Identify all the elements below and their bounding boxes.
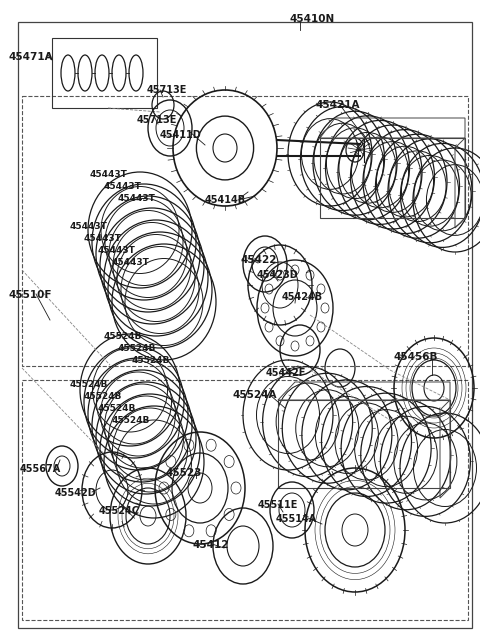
Text: 45524B: 45524B	[132, 356, 170, 365]
Text: 45471A: 45471A	[8, 52, 53, 62]
Text: 45524B: 45524B	[104, 332, 143, 341]
Text: 45443T: 45443T	[112, 258, 150, 267]
Text: 45524B: 45524B	[112, 416, 150, 425]
Text: 45443T: 45443T	[84, 234, 122, 243]
Text: 45514A: 45514A	[276, 514, 317, 524]
Text: 45422: 45422	[240, 255, 276, 265]
Text: 45443T: 45443T	[104, 182, 142, 191]
Text: 45456B: 45456B	[393, 352, 437, 362]
Text: 45443T: 45443T	[98, 246, 136, 255]
Text: 45443T: 45443T	[70, 222, 108, 231]
Text: 45421A: 45421A	[315, 100, 360, 110]
Bar	[22, 96, 468, 366]
Text: 45524B: 45524B	[118, 344, 156, 353]
Text: 45442F: 45442F	[266, 368, 306, 378]
Text: 45410N: 45410N	[290, 14, 335, 24]
Text: 45411D: 45411D	[160, 130, 202, 140]
Text: 45412: 45412	[192, 540, 228, 550]
Text: 45567A: 45567A	[20, 464, 61, 474]
Bar	[22, 380, 468, 620]
Text: 45713E: 45713E	[137, 115, 178, 125]
Text: 45524B: 45524B	[70, 380, 108, 389]
Text: 45523: 45523	[165, 468, 202, 478]
Text: 45524A: 45524A	[232, 390, 276, 400]
Text: 45713E: 45713E	[147, 85, 187, 95]
Text: 45542D: 45542D	[55, 488, 97, 498]
Text: 45414B: 45414B	[205, 195, 246, 205]
Text: 45423D: 45423D	[257, 270, 299, 280]
Text: 45443T: 45443T	[90, 170, 128, 179]
Bar	[52, 38, 157, 108]
Text: 45443T: 45443T	[118, 194, 156, 203]
Text: 45511E: 45511E	[258, 500, 299, 510]
Text: 45524B: 45524B	[98, 404, 136, 413]
Text: 45424B: 45424B	[282, 292, 323, 302]
Text: 45510F: 45510F	[8, 290, 51, 300]
Text: 45524C: 45524C	[99, 506, 140, 516]
Text: 45524B: 45524B	[84, 392, 122, 401]
